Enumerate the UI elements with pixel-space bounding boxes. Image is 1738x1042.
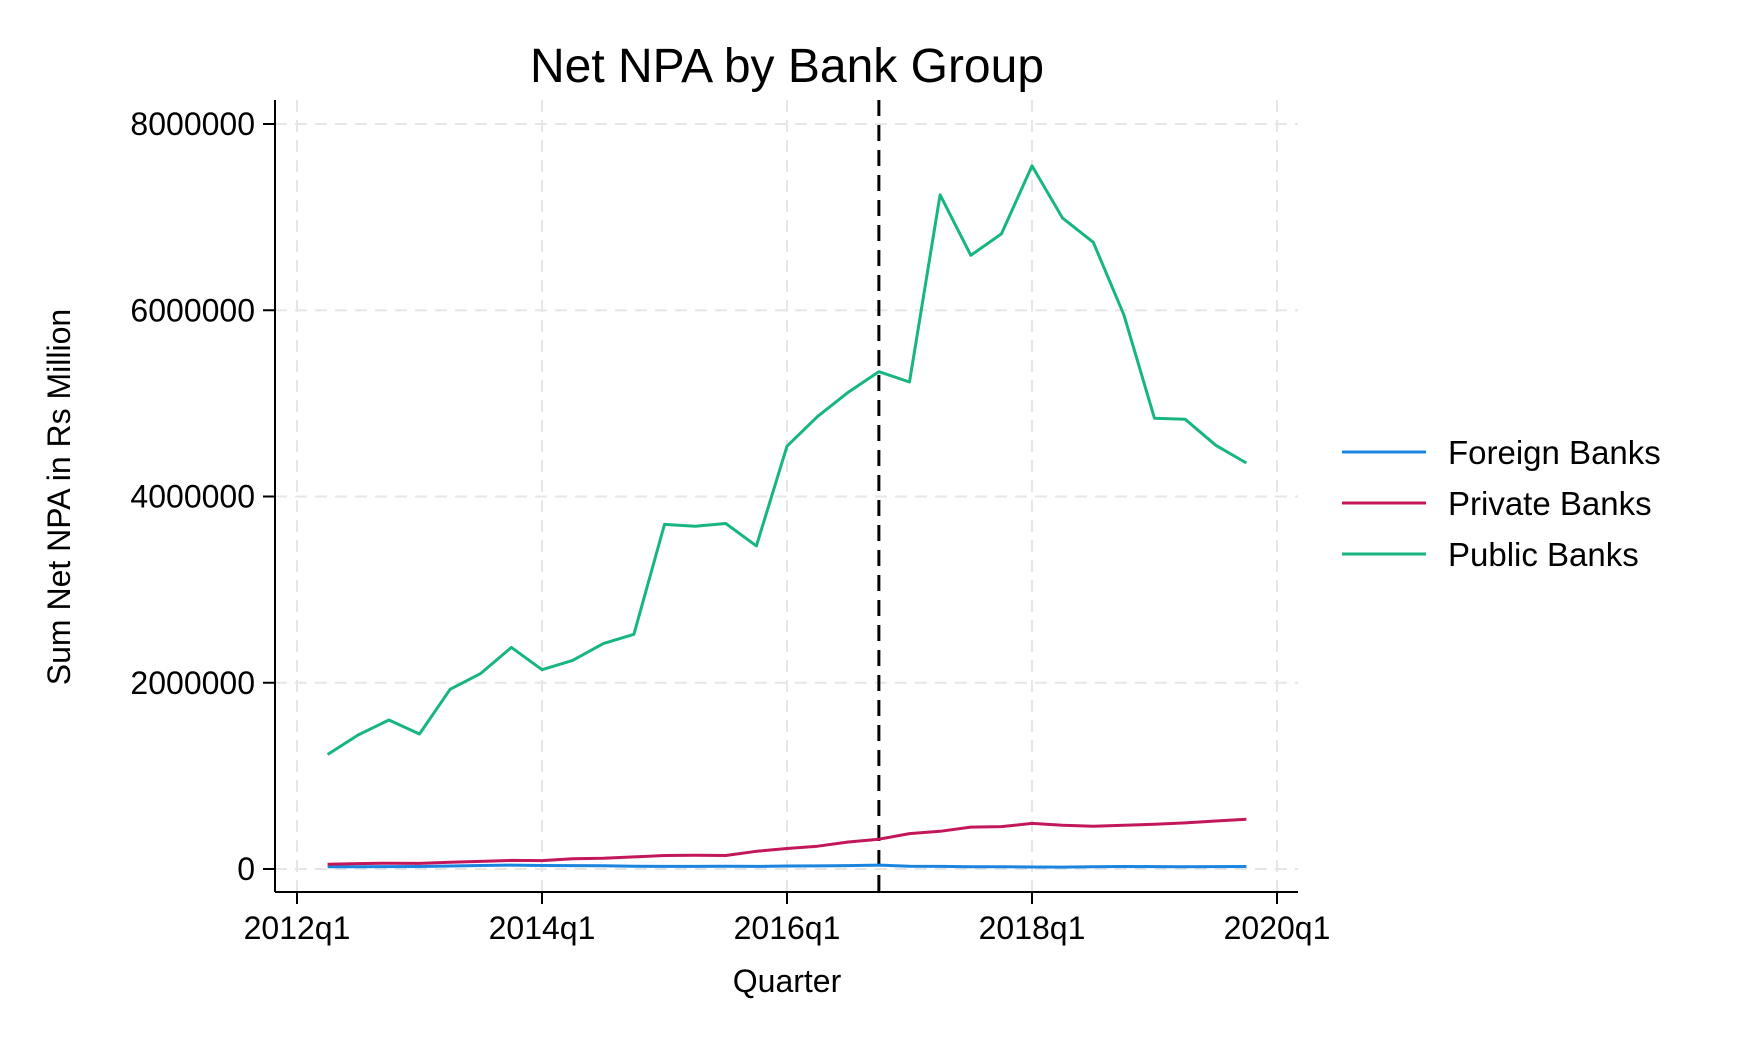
x-tick-label: 2014q1 — [489, 910, 596, 946]
chart-title: Net NPA by Bank Group — [530, 40, 1044, 93]
series-line-foreign-banks — [327, 863, 1247, 869]
y-tick-label: 4000000 — [130, 479, 255, 515]
x-tick-label: 2012q1 — [244, 910, 351, 946]
series-line-private-banks — [327, 817, 1247, 866]
y-tick-label: 2000000 — [130, 665, 255, 701]
legend-label-private-banks: Private Banks — [1448, 485, 1652, 522]
x-tick-label: 2020q1 — [1224, 910, 1331, 946]
y-tick-label: 0 — [237, 851, 255, 887]
legend-label-public-banks: Public Banks — [1448, 536, 1639, 573]
x-tick-label: 2016q1 — [734, 910, 841, 946]
series-group — [326, 164, 1248, 869]
grid — [275, 100, 1298, 892]
y-axis-title: Sum Net NPA in Rs Million — [41, 309, 77, 685]
legend-label-foreign-banks: Foreign Banks — [1448, 434, 1661, 471]
legend: Foreign Banks Private Banks Public Banks — [1342, 434, 1661, 573]
y-tick-label: 8000000 — [130, 106, 255, 142]
y-tick-label: 6000000 — [130, 292, 255, 328]
x-axis-title: Quarter — [733, 963, 842, 999]
series-line-public-banks — [326, 164, 1248, 756]
axes: 0 2000000 4000000 6000000 8000000 2012q1 2014q… — [130, 100, 1330, 946]
x-tick-label: 2018q1 — [979, 910, 1086, 946]
